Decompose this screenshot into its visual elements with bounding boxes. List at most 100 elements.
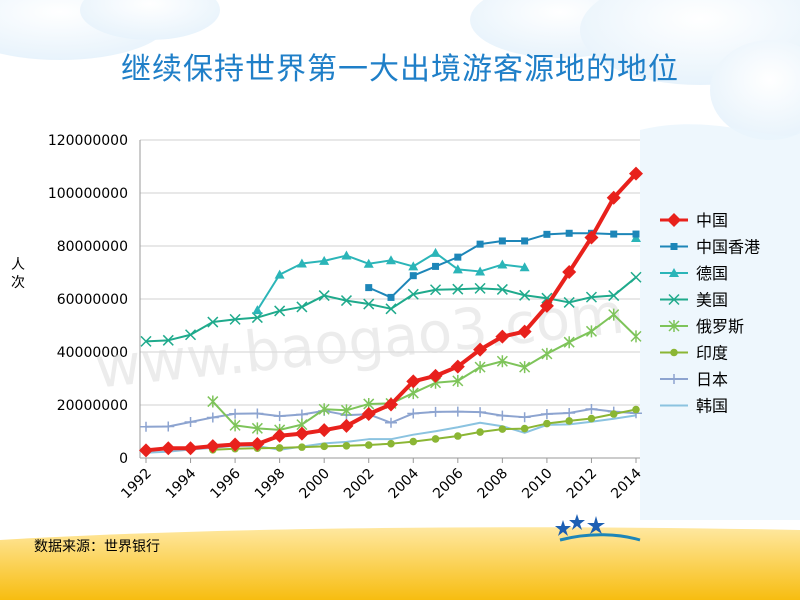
data-point [251, 422, 263, 435]
cloud-decoration-left [0, 0, 220, 60]
data-point [452, 264, 463, 274]
y-tick-label: 120000000 [48, 133, 128, 149]
data-point [632, 405, 640, 414]
data-point [342, 442, 351, 450]
data-point [629, 166, 643, 181]
data-point [667, 213, 681, 227]
x-tick-label: 1992 [118, 466, 155, 503]
series-6 [140, 403, 642, 432]
x-tick-label: 2000 [296, 466, 333, 503]
data-point [450, 359, 465, 374]
data-point [632, 230, 640, 238]
data-point [669, 268, 679, 277]
data-point [407, 408, 420, 419]
data-point [474, 407, 487, 418]
data-point [140, 421, 152, 432]
data-point [409, 437, 418, 446]
legend-label: 中国 [696, 211, 728, 230]
data-point [452, 283, 464, 295]
y-tick-label: 0 [119, 451, 128, 467]
legend-label: 德国 [696, 264, 728, 283]
data-point [341, 250, 352, 260]
y-axis-label: 人次 [11, 257, 25, 291]
data-point [518, 412, 531, 423]
data-point [609, 410, 618, 418]
data-point [473, 342, 488, 357]
data-point [521, 237, 529, 245]
data-point [541, 347, 553, 360]
x-tick-label: 2004 [386, 465, 423, 502]
y-tick-label: 60000000 [57, 292, 128, 308]
data-point [454, 253, 462, 261]
data-point [498, 237, 506, 245]
data-point [275, 444, 284, 452]
data-point [407, 387, 419, 400]
data-point [587, 414, 596, 423]
data-point [668, 374, 680, 384]
data-point [185, 329, 197, 341]
data-point [496, 283, 508, 295]
legend-item: 韩国 [660, 397, 728, 416]
data-point [668, 320, 680, 332]
data-point [540, 409, 553, 420]
data-point [295, 409, 308, 420]
data-point [496, 410, 509, 421]
data-point [495, 329, 510, 344]
data-point [205, 439, 220, 454]
y-tick-label: 20000000 [57, 398, 128, 414]
data-point [384, 397, 398, 412]
page-title: 继续保持世界第一大出境游客源地的地位 [121, 52, 679, 87]
data-point [385, 417, 397, 428]
x-tick-label: 2012 [564, 466, 601, 503]
x-tick-label: 2002 [341, 466, 378, 503]
y-tick-label: 100000000 [48, 186, 128, 202]
data-point [496, 355, 508, 368]
data-point [274, 269, 285, 279]
data-point [668, 293, 680, 306]
x-tick-label: 1998 [252, 466, 289, 503]
data-point [670, 243, 678, 250]
data-point [251, 312, 263, 324]
data-point [272, 428, 287, 443]
data-point [207, 316, 219, 328]
data-point [317, 423, 332, 438]
data-point [408, 261, 419, 271]
data-point [630, 271, 642, 283]
data-point [430, 284, 442, 296]
data-point [162, 421, 175, 432]
x-tick-label: 2006 [430, 465, 467, 502]
data-point [273, 411, 286, 422]
legend-item: 德国 [660, 264, 728, 283]
x-tick-label: 1994 [163, 465, 200, 502]
legend-label: 俄罗斯 [696, 317, 744, 336]
data-point [183, 441, 198, 456]
data-point [318, 290, 330, 302]
data-point [476, 428, 484, 436]
data-point [206, 412, 219, 423]
sky-panel [640, 124, 800, 520]
series-0 [139, 166, 643, 458]
data-point [363, 298, 375, 310]
data-point [229, 313, 241, 325]
legend-label: 美国 [696, 291, 728, 310]
data-point [585, 291, 597, 303]
data-point [585, 403, 598, 414]
data-point [361, 407, 376, 422]
data-point [563, 407, 576, 418]
data-point [294, 426, 309, 441]
legend-item: 日本 [660, 370, 728, 389]
data-point [340, 404, 352, 417]
y-tick-label: 80000000 [57, 239, 128, 255]
data-point [476, 240, 484, 248]
data-point [610, 230, 618, 238]
data-point [363, 258, 374, 268]
data-point [452, 374, 464, 387]
data-point [139, 443, 153, 458]
data-point [474, 282, 486, 294]
data-source-note: 数据来源：世界银行 [34, 539, 160, 555]
data-point [519, 289, 531, 301]
series-4 [207, 308, 642, 436]
x-tick-label: 2010 [519, 466, 556, 503]
data-point [250, 436, 265, 451]
